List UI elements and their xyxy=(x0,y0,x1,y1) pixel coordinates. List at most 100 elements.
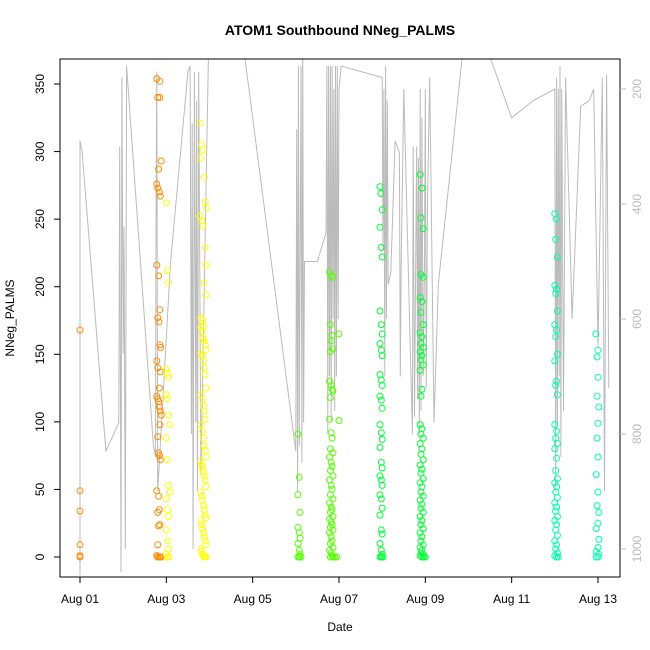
data-point xyxy=(551,517,559,524)
data-point xyxy=(419,225,427,233)
data-point xyxy=(153,180,161,188)
data-point xyxy=(335,417,343,424)
data-point xyxy=(202,384,210,392)
data-point xyxy=(200,173,208,181)
data-point xyxy=(201,415,209,423)
data-point xyxy=(76,487,84,495)
data-point xyxy=(419,273,427,281)
data-point xyxy=(202,483,210,491)
data-point xyxy=(197,457,205,465)
data-point xyxy=(551,357,559,365)
data-point xyxy=(156,306,164,314)
data-point xyxy=(155,452,163,460)
data-point xyxy=(419,475,427,483)
data-point xyxy=(296,508,304,516)
data-point xyxy=(329,273,337,281)
data-point xyxy=(553,494,561,501)
data-point xyxy=(156,77,164,85)
data-point xyxy=(153,261,161,269)
data-point xyxy=(553,503,561,511)
data-point xyxy=(326,415,333,423)
data-point xyxy=(553,215,561,223)
data-point xyxy=(419,434,427,442)
data-point xyxy=(592,471,600,479)
data-point xyxy=(594,373,602,381)
data-point xyxy=(155,165,163,173)
data-point xyxy=(202,291,210,299)
data-point xyxy=(417,214,425,222)
data-point xyxy=(416,171,424,178)
data-point xyxy=(378,352,386,360)
data-point xyxy=(166,488,174,496)
data-point xyxy=(595,508,603,516)
data-point xyxy=(379,553,387,561)
data-point xyxy=(378,381,386,389)
data-point xyxy=(377,244,385,251)
data-point xyxy=(416,513,424,520)
data-point xyxy=(329,472,337,480)
data-point xyxy=(163,267,171,274)
data-point xyxy=(553,440,561,447)
data-point xyxy=(552,235,560,243)
data-point xyxy=(162,199,170,207)
data-point xyxy=(551,479,559,487)
data-point xyxy=(156,94,164,101)
plot-frame xyxy=(59,58,621,578)
data-point xyxy=(376,392,384,400)
x-axis-title: Date xyxy=(327,620,353,634)
data-point xyxy=(595,403,603,411)
data-point xyxy=(154,314,162,322)
data-point xyxy=(416,294,424,301)
data-point xyxy=(418,385,426,393)
data-point xyxy=(197,488,205,496)
data-point xyxy=(202,204,210,212)
data-point xyxy=(416,367,424,374)
data-point xyxy=(199,146,207,154)
data-point xyxy=(165,411,172,419)
y-tick-label: 200 xyxy=(33,276,47,296)
data-point xyxy=(165,553,173,561)
data-point xyxy=(154,433,162,441)
data-point xyxy=(377,321,385,329)
data-point xyxy=(594,419,602,427)
data-point xyxy=(164,506,172,514)
data-point xyxy=(378,330,386,338)
data-point xyxy=(378,481,386,489)
data-point xyxy=(295,529,303,537)
data-point xyxy=(416,529,424,537)
data-point xyxy=(553,285,561,293)
data-point xyxy=(76,326,84,334)
data-point xyxy=(333,553,341,561)
data-point xyxy=(157,411,165,419)
data-point xyxy=(377,546,385,554)
data-point xyxy=(417,430,425,438)
data-point xyxy=(201,244,209,251)
data-point xyxy=(328,463,336,470)
y-tick-label: 150 xyxy=(33,344,47,364)
data-point xyxy=(196,212,204,220)
data-point xyxy=(335,330,343,338)
data-point xyxy=(155,522,163,530)
data-point xyxy=(200,529,207,537)
points-layer xyxy=(76,75,603,561)
data-point xyxy=(201,198,209,206)
y2-tick-label: 400 xyxy=(630,194,644,214)
data-point xyxy=(376,223,384,231)
data-point xyxy=(197,421,205,429)
data-point xyxy=(418,500,426,508)
data-point xyxy=(417,392,425,400)
x-tick-label: Aug 05 xyxy=(234,592,272,606)
data-point xyxy=(418,533,426,541)
x-tick-label: Aug 13 xyxy=(579,592,617,606)
data-point xyxy=(377,190,385,197)
data-point xyxy=(326,529,333,537)
y-tick-label: 0 xyxy=(33,553,47,560)
data-point xyxy=(199,222,207,230)
data-point xyxy=(155,272,163,280)
data-point xyxy=(376,444,384,451)
data-point xyxy=(196,119,204,127)
data-point xyxy=(199,464,207,472)
data-point xyxy=(376,340,384,347)
x-tick-label: Aug 11 xyxy=(493,592,530,606)
data-point xyxy=(202,553,210,561)
